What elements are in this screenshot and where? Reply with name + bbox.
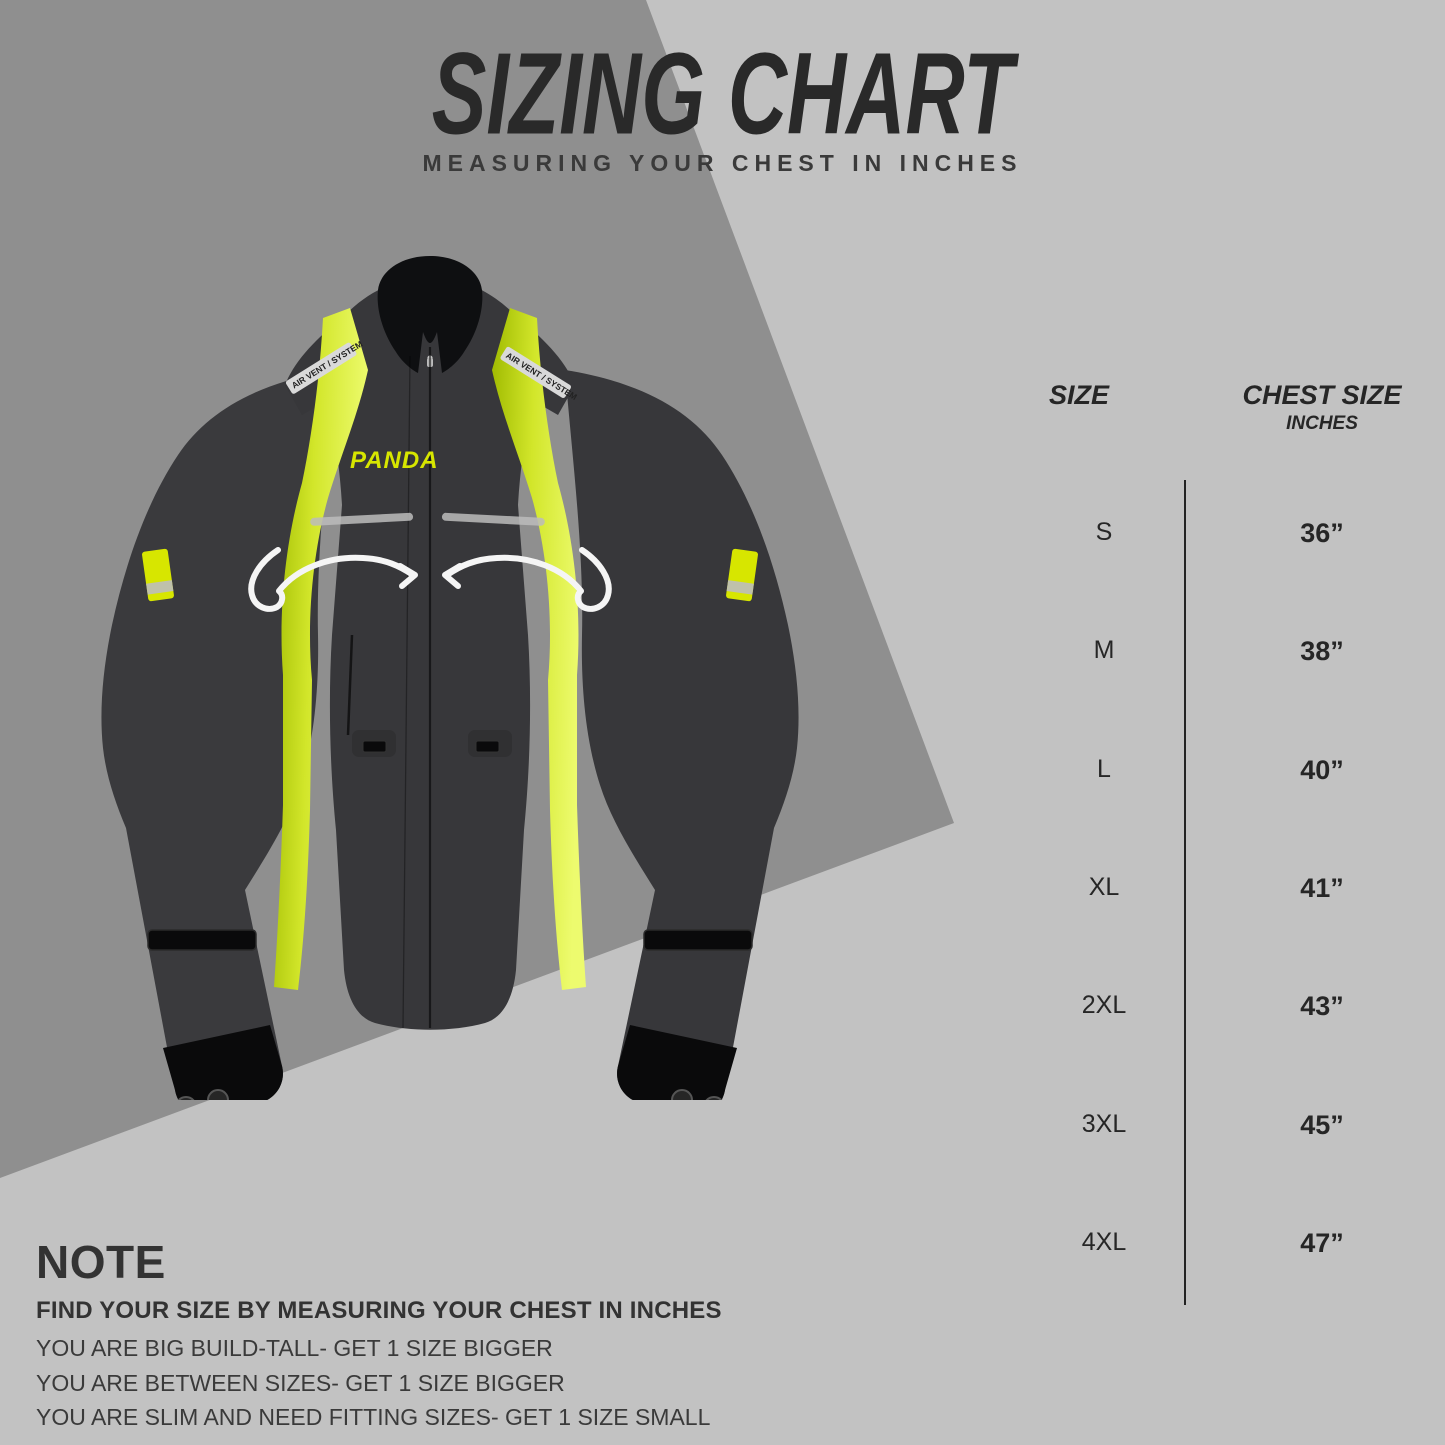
- svg-text:PANDA: PANDA: [350, 447, 439, 474]
